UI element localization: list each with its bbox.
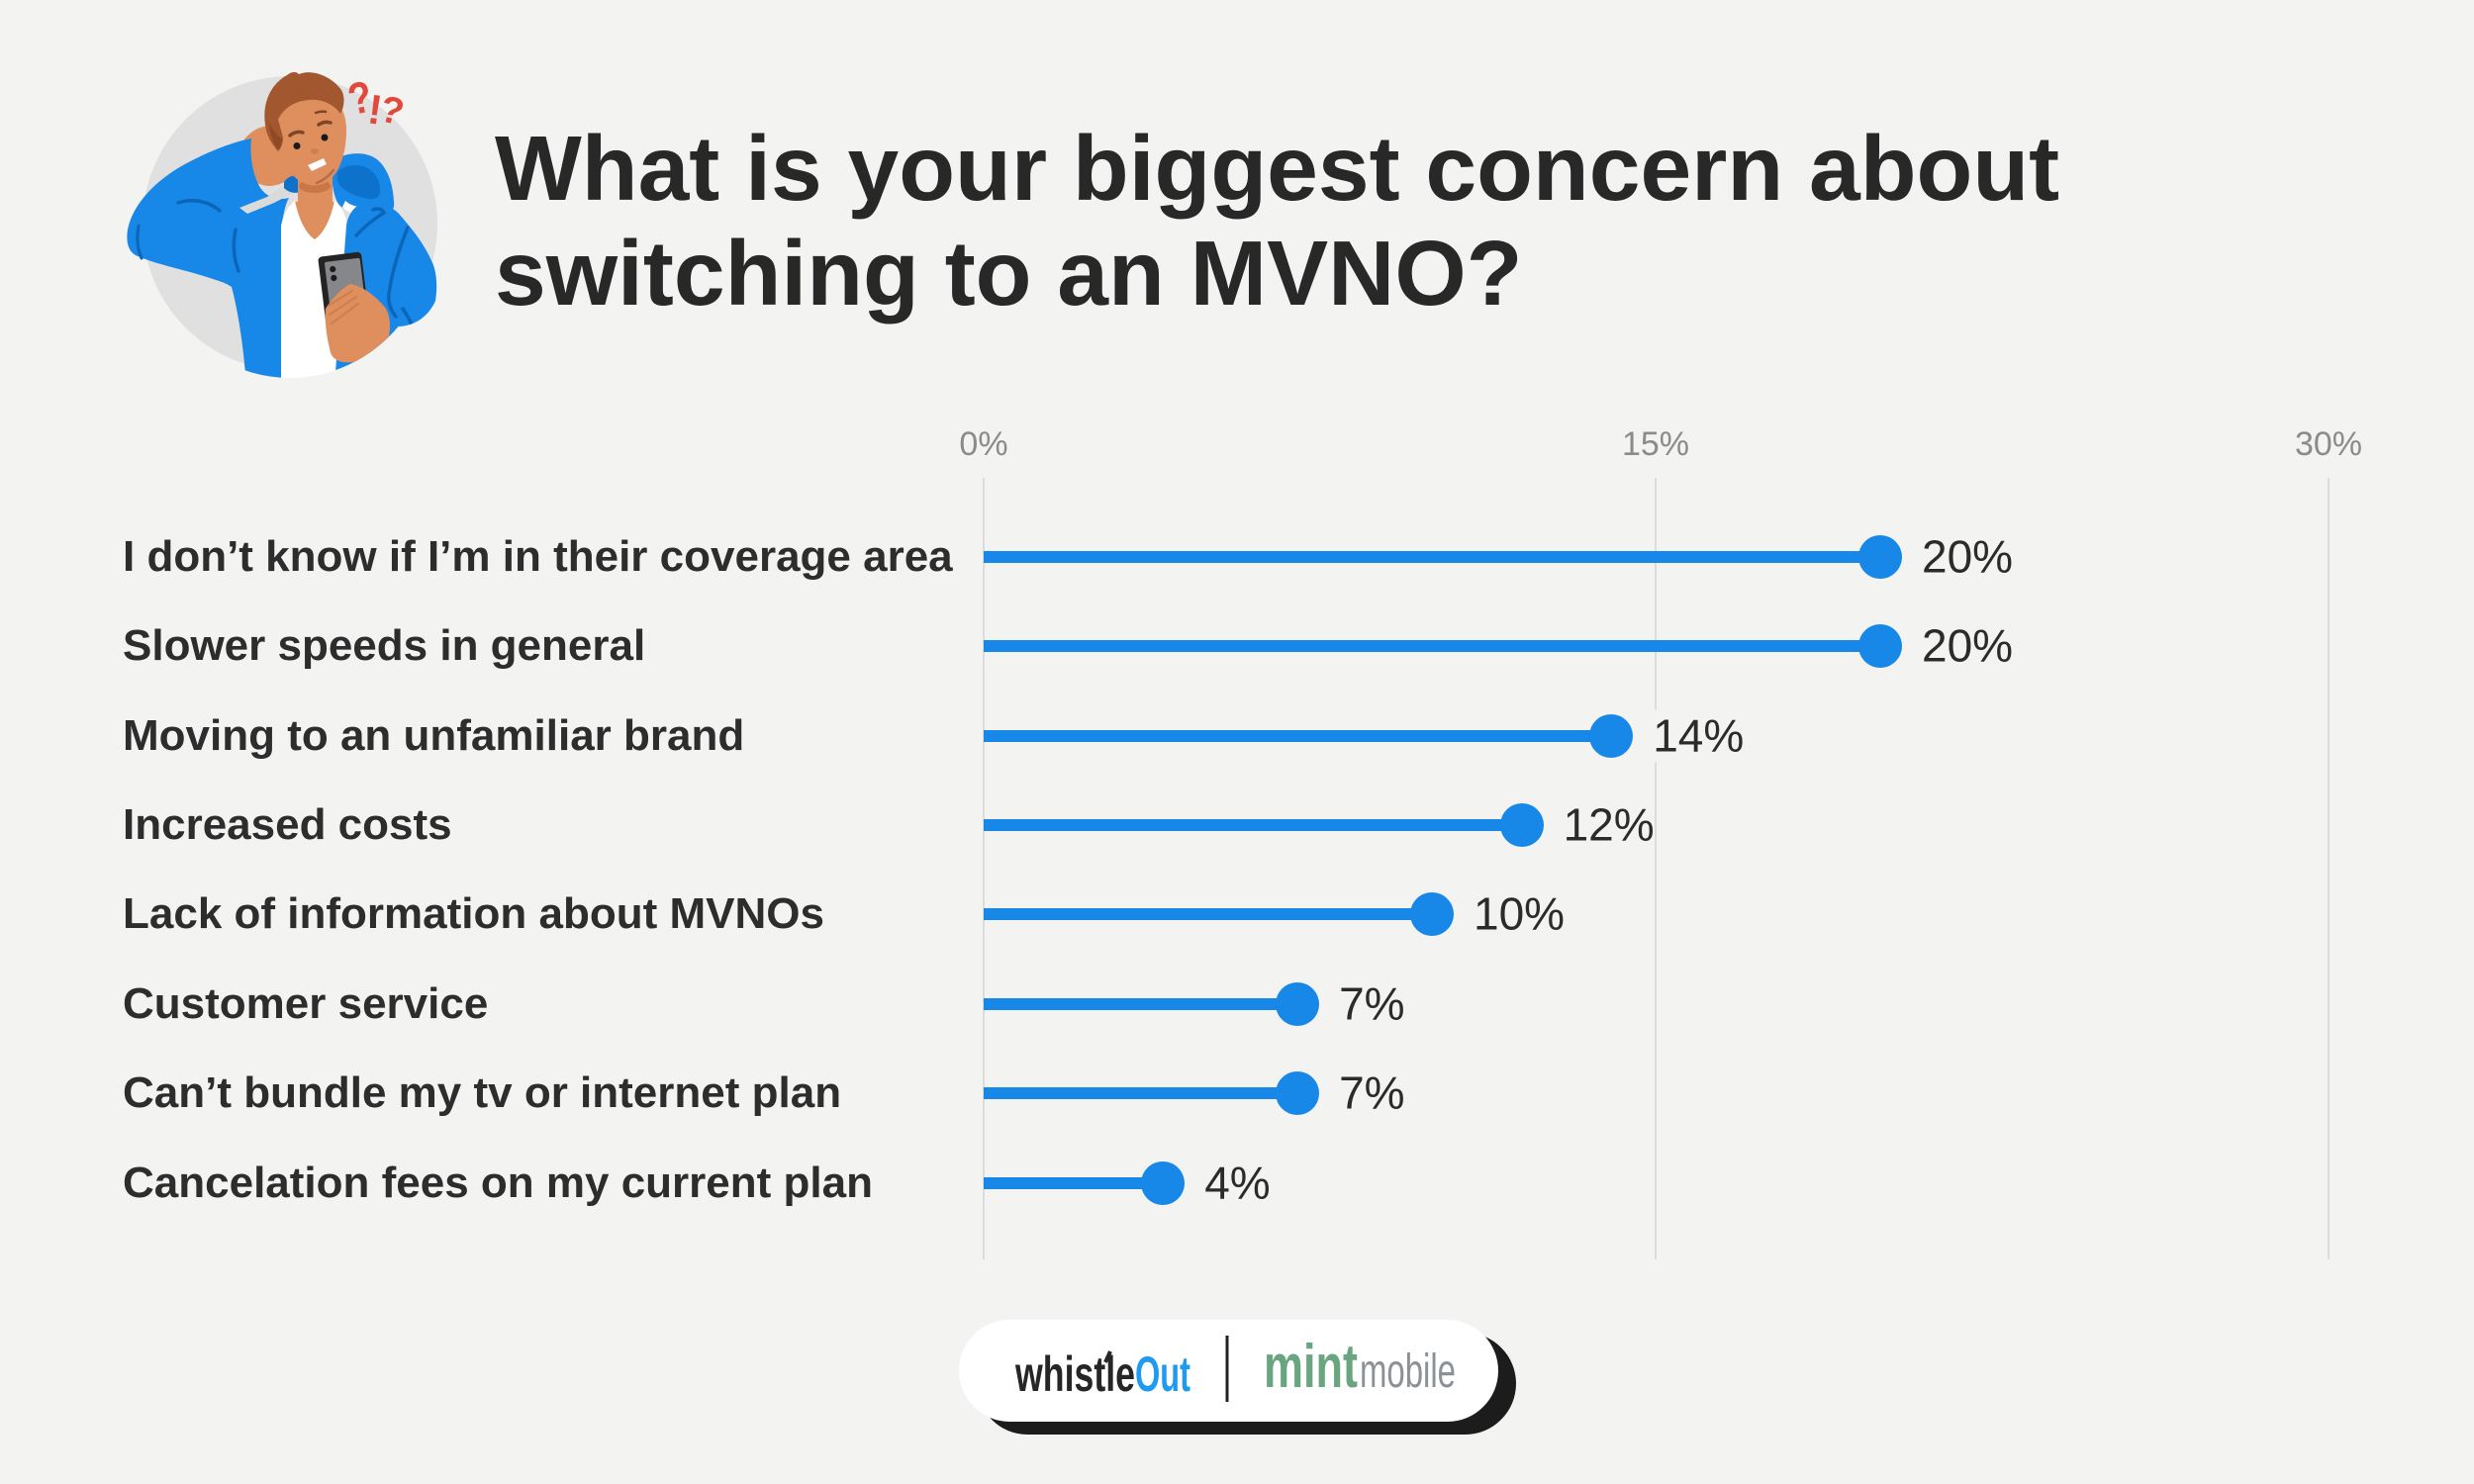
svg-text:mobile: mobile: [1360, 1345, 1456, 1398]
svg-text:Out: Out: [1135, 1346, 1190, 1402]
svg-text:!: !: [365, 85, 385, 133]
svg-text:whistle: whistle: [1014, 1346, 1135, 1402]
svg-text:mint: mint: [1264, 1333, 1358, 1401]
